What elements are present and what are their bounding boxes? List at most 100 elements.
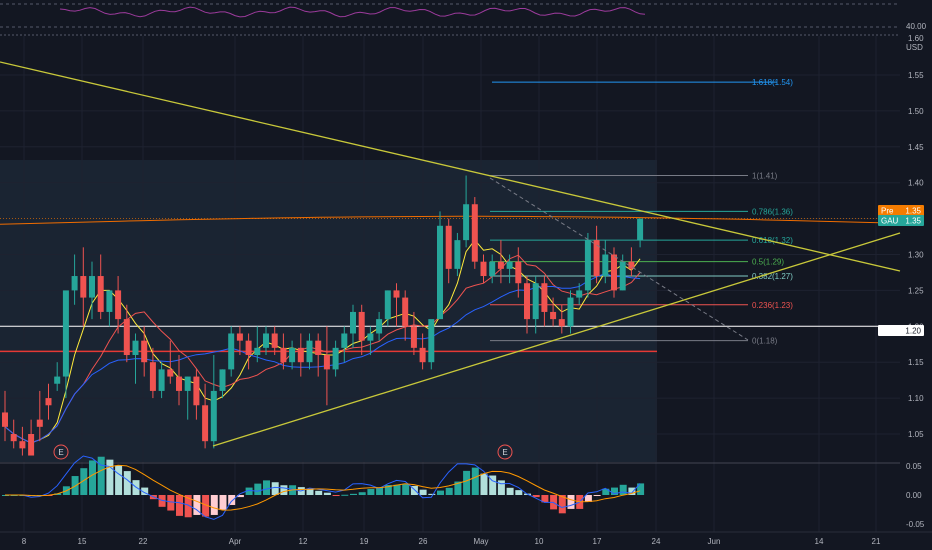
time-axis[interactable]: 8 15 22 Apr 12 19 26 May 10 17 24 Jun 14 21	[22, 537, 881, 546]
price-badge-value: 1.35	[905, 207, 921, 216]
time-tick-label: 10	[535, 537, 544, 546]
macd-histogram-bar	[384, 485, 392, 495]
candle-body	[236, 333, 243, 341]
fib-level-label: 0.618(1.32)	[752, 236, 793, 245]
macd-histogram-bar	[637, 483, 645, 495]
candle-body	[480, 261, 487, 277]
candle-body	[497, 261, 504, 269]
macd-indicator	[2, 455, 645, 520]
candle-body	[123, 319, 130, 356]
candle-body	[2, 412, 8, 427]
macd-histogram-bar	[80, 468, 88, 495]
candle-body	[515, 261, 522, 284]
candle-body	[263, 333, 269, 348]
time-tick-label: 24	[652, 537, 661, 546]
macd-histogram-bar	[619, 484, 627, 495]
macd-histogram-bar	[97, 456, 105, 495]
time-tick-label: 12	[299, 537, 308, 546]
fib-retracement: 1.618(1.54) 1(1.41) 0.786(1.36) 0.618(1.32)…	[490, 78, 793, 346]
candle-body	[167, 369, 174, 377]
candle-body	[584, 240, 591, 291]
macd-histogram-bar	[245, 487, 253, 495]
macd-histogram-bar	[515, 490, 523, 495]
time-tick-label: 17	[593, 537, 602, 546]
macd-histogram-bar	[315, 490, 323, 495]
macd-histogram-bar	[437, 490, 444, 495]
candle-body	[550, 311, 557, 320]
macd-histogram-bar	[428, 493, 436, 495]
macd-histogram-bar	[454, 481, 462, 495]
macd-axis: 0.05 0.00 -0.05	[906, 462, 925, 529]
price-badge-label: Pre	[881, 207, 894, 216]
candle-body	[315, 340, 322, 356]
ascending-trendline[interactable]	[212, 232, 901, 447]
candle-body	[524, 283, 530, 320]
price-axis[interactable]: 1.60 USD 1.55 1.50 1.45 1.40 1.35 1.30 1.25 1.2…	[906, 34, 924, 439]
macd-histogram-bar	[419, 489, 427, 495]
macd-histogram-bar	[402, 484, 410, 495]
macd-histogram-bar	[184, 495, 192, 518]
candle-body	[62, 290, 69, 377]
fib-level-label: 0.382(1.27)	[752, 272, 793, 281]
candle-body	[393, 290, 400, 298]
candle-body	[228, 333, 235, 370]
candle-body	[541, 283, 548, 312]
candle-body	[158, 369, 165, 391]
macd-histogram-bar	[115, 465, 123, 495]
macd-histogram-bar	[532, 495, 540, 498]
macd-histogram-bar	[558, 495, 566, 514]
earnings-marker-label: E	[58, 448, 63, 457]
descending-trendline[interactable]	[0, 61, 901, 272]
candle-body	[54, 376, 61, 384]
fib-level-label: 0.786(1.36)	[752, 207, 793, 216]
price-tick-label: 1.40	[908, 179, 924, 188]
macd-histogram-bar	[332, 495, 340, 496]
macd-histogram-bar	[593, 495, 601, 496]
long-moving-average-line	[0, 215, 901, 225]
macd-histogram-bar	[489, 475, 497, 495]
price-badge-value: 1.20	[905, 327, 921, 336]
macd-histogram-bar	[506, 487, 514, 495]
candle-body	[419, 347, 426, 363]
macd-histogram-bar	[367, 488, 375, 495]
macd-histogram-bar	[271, 482, 279, 495]
macd-histogram-bar	[497, 480, 505, 495]
price-tick-label: 1.10	[908, 394, 924, 403]
macd-histogram-bar	[123, 471, 131, 495]
macd-histogram-bar	[280, 485, 288, 495]
candle-body	[576, 290, 583, 298]
macd-histogram-bar	[393, 484, 401, 495]
rsi-indicator: 40.00	[0, 3, 927, 31]
fib-level-label: 0(1.18)	[752, 337, 778, 346]
macd-histogram-bar	[306, 489, 314, 495]
candle-body	[332, 347, 339, 370]
rsi-level-label: 40.00	[906, 22, 927, 31]
candle-body	[71, 276, 78, 291]
macd-histogram-bar	[210, 495, 218, 515]
candle-body	[567, 297, 574, 327]
fib-level-label: 1.618(1.54)	[752, 78, 793, 87]
candle-body	[611, 254, 617, 291]
macd-histogram-bar	[376, 487, 384, 495]
macd-histogram-bar	[141, 487, 149, 495]
fib-level-label: 0.236(1.23)	[752, 301, 793, 310]
price-tick-label: 1.15	[908, 358, 924, 367]
candle-body	[176, 376, 182, 391]
macd-histogram-bar	[584, 495, 592, 502]
rsi-line	[59, 6, 646, 18]
time-tick-label: 8	[22, 537, 27, 546]
candle-body	[593, 240, 600, 277]
macd-tick-label: -0.05	[906, 520, 925, 529]
macd-histogram-bar	[158, 495, 166, 507]
candle-body	[437, 225, 443, 320]
price-badge	[878, 205, 924, 216]
macd-histogram-bar	[480, 473, 488, 495]
candle-body	[428, 319, 435, 363]
candle-body	[489, 261, 496, 277]
candle-body	[106, 290, 113, 312]
macd-histogram-bar	[193, 495, 201, 515]
macd-histogram-bar	[611, 487, 618, 495]
time-tick-label: 22	[139, 537, 148, 546]
